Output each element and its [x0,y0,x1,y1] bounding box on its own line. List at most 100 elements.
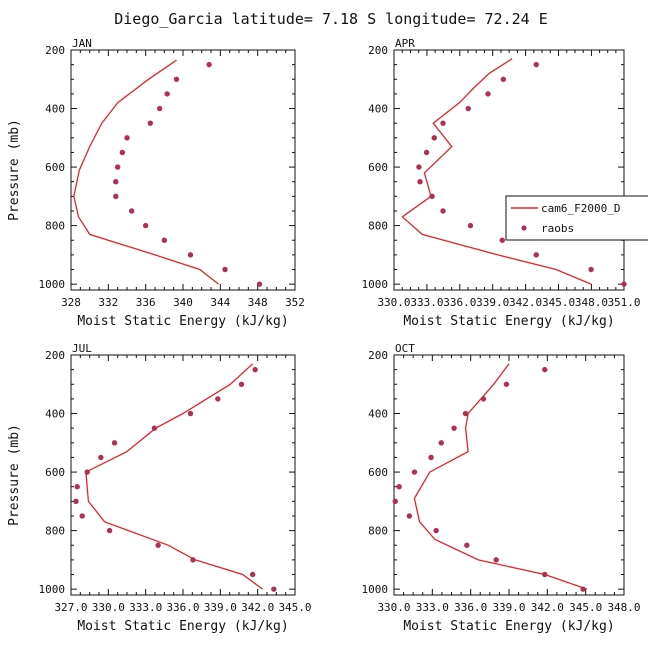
raob-point-jan [142,222,149,229]
y-tick-label: 600 [368,466,388,479]
raob-point-jan [156,105,163,112]
y-axis-label-jul: Pressure (mb) [7,424,22,526]
raob-point-apr [429,193,435,200]
raob-point-jan [222,266,228,273]
y-tick-label: 400 [45,408,65,421]
x-tick-label: 342.0 [509,296,542,309]
panel-label-apr: APR [395,37,415,50]
y-tick-label: 200 [368,44,388,57]
x-tick-label: 330.0 [377,601,410,614]
model-profile-line-oct [413,363,588,590]
x-tick-label: 348.0 [575,296,608,309]
raob-point-apr [440,120,446,126]
x-tick-label: 333.0 [416,601,449,614]
plot-frame-apr [393,49,625,291]
y-tick-label: 800 [368,525,388,538]
legend-obs-label: raobs [541,222,574,235]
raob-point-apr [533,61,539,68]
model-profile-line-apr [401,58,592,285]
x-tick-label: 333.0 [410,296,443,309]
panel-oct: 330.0 333.0 336.0 339.0 342.0 345.0 348.0 200 40… [362,342,641,634]
raob-point-oct [542,366,548,373]
raob-point-jan [173,76,180,82]
y-tick-label: 1000 [39,278,66,291]
raob-point-jan [124,135,130,141]
x-tick-label: 342.0 [241,601,274,614]
panel-label-oct: OCT [395,342,415,355]
raob-point-jan [161,237,168,243]
raob-point-jul [74,484,80,490]
panel-apr: 330.0 333.0 336.0 339.0 342.0 345.0 348.0 351.0… [362,37,641,329]
y-tick-label: 400 [45,103,65,116]
raob-point-jul [111,440,118,446]
x-tick-label: 339.0 [476,296,509,309]
x-tick-label: 330.0 [377,296,410,309]
x-tick-label: 352 [285,296,305,309]
panels-group: 328 332 336 340 344 348 352 200 400 600 800 1000 JAN… [7,37,641,634]
raob-point-apr [417,179,423,185]
raob-point-jan [119,149,126,156]
raob-point-jan [114,164,121,170]
panel-jan: 328 332 336 340 344 348 352 200 400 600 800 1000 JAN… [7,37,305,329]
raob-point-jul [106,527,113,534]
raob-point-apr [416,164,422,170]
raob-point-apr [465,105,471,112]
x-tick-label: 339.0 [204,601,237,614]
x-tick-label: 342.0 [531,601,564,614]
raob-point-apr [621,281,627,287]
x-tick-label: 348 [248,296,268,309]
y-tick-label: 400 [368,103,388,116]
x-tick-label: 328 [61,296,81,309]
raob-point-oct [411,469,418,475]
raob-point-jul [98,454,104,461]
raob-point-oct [503,381,510,387]
y-tick-label: 1000 [362,278,389,291]
legend: cam6_F2000_D raobs [505,195,648,241]
figure-title: Diego_Garcia latitude= 7.18 S longitude=… [114,10,547,28]
x-tick-label: 344 [210,296,230,309]
x-tick-label: 351.0 [607,296,640,309]
raob-point-jul [215,396,221,402]
raob-point-apr [533,252,539,258]
raob-point-apr [423,149,430,156]
raob-point-jul [271,586,277,592]
x-tick-label: 345.0 [569,601,602,614]
raob-point-apr [500,76,507,82]
y-tick-label: 400 [368,408,388,421]
x-axis-label-jul: Moist Static Energy (kJ/kg) [77,619,288,634]
x-tick-label: 340 [173,296,193,309]
y-tick-label: 800 [45,525,65,538]
raob-point-jan [128,208,135,214]
x-tick-label: 345.0 [278,601,311,614]
raob-point-jan [113,193,119,200]
x-tick-label: 330.0 [92,601,125,614]
raob-point-apr [588,266,594,273]
x-tick-label: 336.0 [443,296,476,309]
raob-point-oct [428,454,434,461]
y-tick-label: 600 [368,161,388,174]
model-profile-line-jul [85,363,263,590]
x-tick-label: 339.0 [492,601,525,614]
x-axis-label-apr: Moist Static Energy (kJ/kg) [403,314,614,329]
panel-label-jul: JUL [72,342,92,355]
x-tick-label: 336 [136,296,156,309]
raob-point-oct [438,440,444,446]
y-tick-label: 200 [45,44,65,57]
raob-point-apr [499,237,505,243]
raob-point-apr [440,208,446,214]
raob-point-jul [187,410,194,417]
raob-point-jan [206,61,212,68]
raob-point-apr [485,91,491,97]
x-tick-label: 332 [98,296,118,309]
y-tick-label: 200 [368,349,388,362]
panel-jul: 327.0 330.0 333.0 336.0 339.0 342.0 345.0 200 40… [7,342,312,634]
raob-point-jan [113,179,119,185]
raob-point-apr [431,135,437,141]
raob-point-oct [396,484,402,490]
x-axis-label-jan: Moist Static Energy (kJ/kg) [77,314,288,329]
raob-point-jan [164,91,170,97]
plot-frame-jul [70,354,296,596]
y-tick-label: 600 [45,161,65,174]
raob-point-oct [433,527,439,534]
